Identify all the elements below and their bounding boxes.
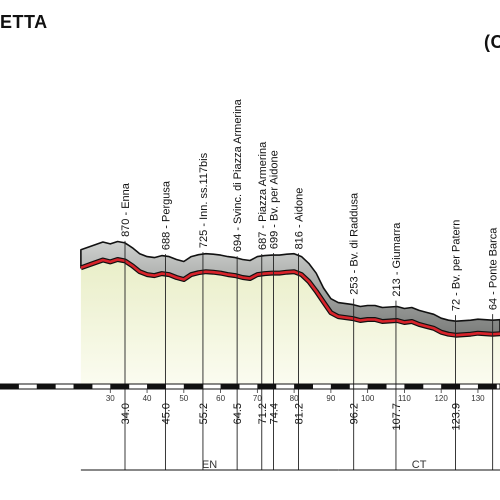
axis-segment <box>73 384 93 389</box>
axis-tick: 110 <box>398 389 411 403</box>
waypoint-label: 688 - Pergusa <box>160 180 172 250</box>
waypoint-label: 253 - Bv. di Raddusa <box>349 192 361 295</box>
waypoint-name: 688 - Pergusa <box>160 180 172 250</box>
axis-tick-label: 80 <box>290 394 299 403</box>
axis-tick: 30 <box>106 389 115 403</box>
axis-segment <box>147 384 166 389</box>
axis-tick-label: 70 <box>253 394 262 403</box>
profile-area-layer <box>80 240 500 384</box>
waypoint-km: 96.2 <box>349 403 361 424</box>
axis-bar <box>0 383 500 390</box>
waypoint-label: 870 - Enna <box>120 182 132 237</box>
axis-segment <box>294 384 313 389</box>
waypoint-name: 725 - Inn. ss.117bis <box>198 152 210 248</box>
region-layer: EN CT <box>80 459 500 471</box>
waypoint-km: 107.7 <box>391 403 403 431</box>
axis-tick: 50 <box>179 389 189 403</box>
stage-title-fragment: ETTA <box>0 12 48 32</box>
axis-segment <box>220 384 240 389</box>
distance-axis: 30 40 50 60 70 80 90 100 110 120 130 <box>0 383 500 403</box>
waypoint-label: 699 - Bv. per Aidone <box>269 150 281 249</box>
axis-tick-label: 40 <box>143 394 152 403</box>
axis-segment <box>441 384 461 389</box>
axis-tick: 130 <box>471 389 485 403</box>
waypoint-km: 34.0 <box>120 403 132 424</box>
waypoint-km: 55.2 <box>198 403 210 424</box>
axis-tick-label: 50 <box>179 394 188 403</box>
stage-subtitle-fragment: (O <box>484 32 500 52</box>
axis-tick: 90 <box>326 389 336 403</box>
axis-segment <box>110 384 130 389</box>
axis-tick: 100 <box>361 389 375 403</box>
axis-tick-label: 90 <box>326 394 335 403</box>
axis-segment <box>404 384 424 389</box>
waypoint-name: 687 - Piazza Armerina <box>257 141 269 250</box>
waypoint-label: 72 - Bv. per Patern <box>451 220 463 312</box>
waypoint-name: 64 - Ponte Barca <box>488 227 500 310</box>
waypoint-km: 81.2 <box>294 403 306 424</box>
waypoint-name: 253 - Bv. di Raddusa <box>349 192 361 295</box>
axis-tick-label: 100 <box>361 394 375 403</box>
waypoint-name: 213 - Giumarra <box>391 222 403 297</box>
waypoint-label-layer: 870 - Enna 34.0 688 - Pergusa 45.0 725 - Inn… <box>120 98 500 430</box>
waypoint-label: 725 - Inn. ss.117bis <box>198 152 210 248</box>
axis-segment <box>36 384 56 389</box>
waypoint-name: 870 - Enna <box>120 182 132 237</box>
route-line <box>80 258 500 337</box>
waypoint-name: 72 - Bv. per Patern <box>451 220 463 312</box>
waypoint-label: 694 - Svinc. di Piazza Armerina <box>232 98 244 252</box>
waypoint-dropline-layer <box>124 240 494 470</box>
region-label: CT <box>412 459 427 471</box>
waypoint-name: 816 - Aidone <box>294 188 306 250</box>
axis-segment <box>257 384 277 389</box>
waypoint-label: 687 - Piazza Armerina <box>257 141 269 250</box>
axis-tick-label: 110 <box>398 394 411 403</box>
axis-tick-label: 60 <box>216 394 225 403</box>
axis-tick: 80 <box>290 389 299 403</box>
region-label: EN <box>202 459 217 471</box>
waypoint-name: 699 - Bv. per Aidone <box>269 150 281 249</box>
waypoint-km: 74.4 <box>269 403 281 424</box>
axis-tick: 40 <box>143 389 152 403</box>
terrain-fill <box>80 259 500 384</box>
axis-segment <box>477 384 497 389</box>
waypoint-km: 123.9 <box>451 403 463 431</box>
waypoint-km: 71.2 <box>257 403 269 424</box>
axis-tick: 120 <box>434 389 448 403</box>
axis-tick-label: 120 <box>434 394 448 403</box>
waypoint-label: 64 - Ponte Barca <box>488 227 500 310</box>
axis-tick: 70 <box>253 389 262 403</box>
waypoint-name: 694 - Svinc. di Piazza Armerina <box>232 98 244 252</box>
waypoint-label: 213 - Giumarra <box>391 222 403 297</box>
axis-tick: 60 <box>216 389 226 403</box>
axis-segment <box>330 384 350 389</box>
axis-tick-label: 30 <box>106 394 115 403</box>
waypoint-km: 45.0 <box>160 403 172 424</box>
axis-tick-label: 130 <box>471 394 485 403</box>
axis-segment <box>0 384 19 389</box>
axis-segment <box>183 384 203 389</box>
axis-segment <box>367 384 387 389</box>
waypoint-label: 816 - Aidone <box>294 188 306 250</box>
waypoint-km: 64.5 <box>232 403 244 424</box>
